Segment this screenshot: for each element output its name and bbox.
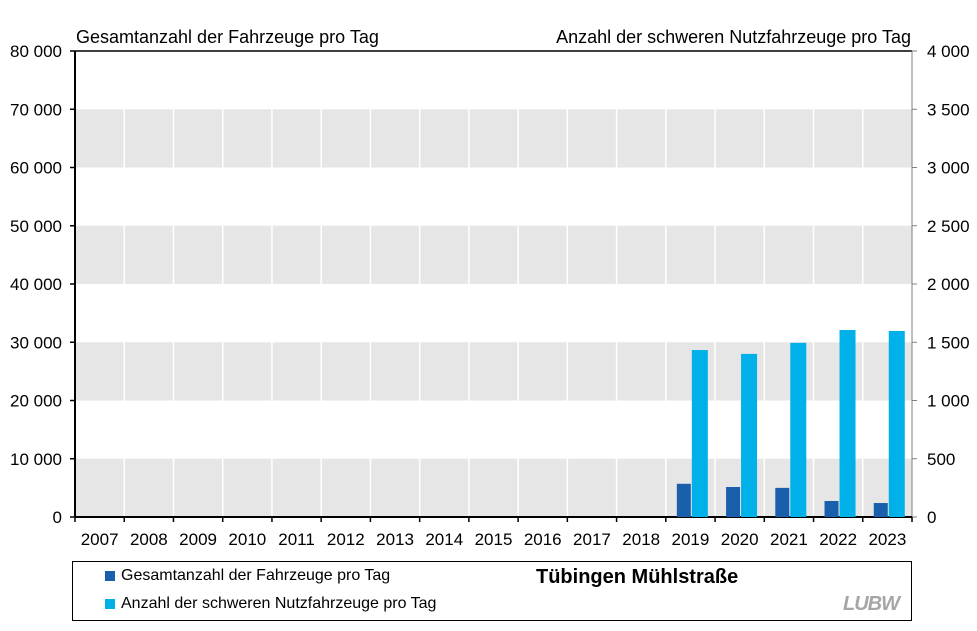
left-tick-label: 20 000: [10, 392, 62, 411]
grid-band: [75, 458, 912, 517]
grid-band: [75, 342, 912, 401]
bar-heavy: [790, 342, 807, 517]
bar-total: [824, 500, 839, 517]
chart-title: Tübingen Mühlstraße: [536, 566, 739, 588]
left-tick-label: 80 000: [10, 42, 62, 61]
x-tick-label: 2013: [376, 530, 414, 549]
legend-swatch-heavy: [105, 599, 115, 609]
x-tick-label: 2017: [573, 530, 611, 549]
bar-total: [726, 487, 741, 517]
bar-heavy: [888, 330, 905, 517]
grid-band: [75, 109, 912, 168]
x-tick-label: 2021: [770, 530, 808, 549]
x-tick-label: 2008: [130, 530, 168, 549]
left-axis-title: Gesamtanzahl der Fahrzeuge pro Tag: [76, 27, 379, 47]
x-tick-label: 2019: [672, 530, 710, 549]
right-tick-label: 1 000: [927, 392, 970, 411]
right-tick-label: 3 000: [927, 159, 970, 178]
right-tick-label: 3 500: [927, 100, 970, 119]
bar-total: [676, 483, 691, 517]
x-tick-label: 2020: [721, 530, 759, 549]
left-tick-label: 50 000: [10, 217, 62, 236]
legend-swatch-total: [105, 571, 115, 581]
x-tick-label: 2022: [819, 530, 857, 549]
x-tick-label: 2007: [81, 530, 119, 549]
left-tick-label: 70 000: [10, 100, 62, 119]
left-tick-label: 60 000: [10, 159, 62, 178]
x-tick-label: 2009: [179, 530, 217, 549]
legend-item-total: Gesamtanzahl der Fahrzeuge pro Tag: [105, 567, 390, 585]
x-tick-label: 2011: [278, 530, 315, 549]
right-tick-label: 2 500: [927, 217, 970, 236]
right-tick-label: 2 000: [927, 275, 970, 294]
legend: Gesamtanzahl der Fahrzeuge pro Tag Anzah…: [72, 561, 912, 621]
x-tick-label: 2012: [327, 530, 365, 549]
legend-label-total: Gesamtanzahl der Fahrzeuge pro Tag: [121, 567, 391, 584]
grid-band: [75, 225, 912, 284]
x-tick-label: 2010: [228, 530, 266, 549]
bar-heavy: [691, 350, 708, 517]
legend-item-heavy: Anzahl der schweren Nutzfahrzeuge pro Ta…: [105, 595, 436, 613]
legend-label-heavy: Anzahl der schweren Nutzfahrzeuge pro Ta…: [121, 595, 437, 612]
x-tick-label: 2023: [868, 530, 906, 549]
left-tick-label: 0: [53, 508, 62, 527]
right-axis-title: Anzahl der schweren Nutzfahrzeuge pro Ta…: [556, 27, 911, 47]
left-tick-label: 40 000: [10, 275, 62, 294]
right-tick-label: 0: [927, 508, 936, 527]
bar-total: [775, 487, 790, 517]
right-tick-label: 500: [927, 450, 955, 469]
bar-heavy: [741, 353, 758, 517]
x-tick-label: 2016: [524, 530, 562, 549]
right-tick-label: 1 500: [927, 333, 970, 352]
left-tick-label: 30 000: [10, 333, 62, 352]
lubw-logo: LUBW: [843, 593, 900, 615]
x-tick-label: 2014: [425, 530, 463, 549]
bar-total: [873, 503, 888, 517]
bar-heavy: [839, 330, 856, 517]
bar-chart: 0 10 000 20 000 30 000 40 000 50 000 60 000 70 …: [10, 42, 970, 549]
x-tick-label: 2018: [622, 530, 660, 549]
right-tick-label: 4 000: [927, 42, 970, 61]
x-tick-label: 2015: [475, 530, 513, 549]
left-tick-label: 10 000: [10, 450, 62, 469]
